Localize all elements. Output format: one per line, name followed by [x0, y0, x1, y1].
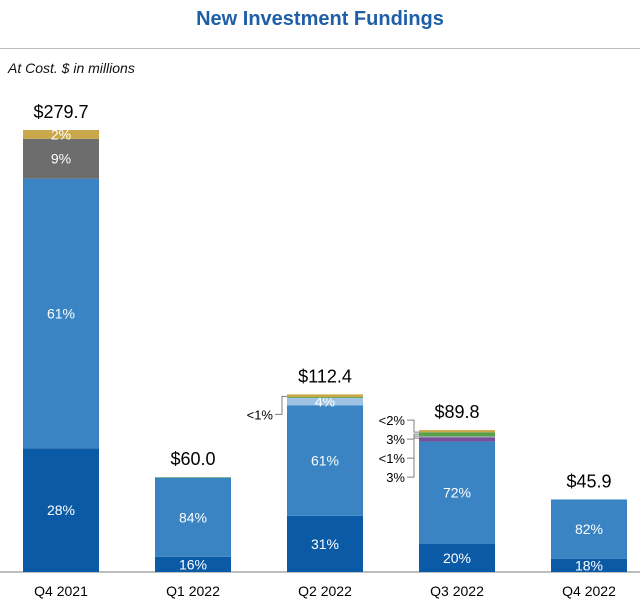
callout-leader-line — [407, 437, 419, 478]
callout-leader-line — [275, 395, 287, 415]
bar-total-label: $45.9 — [566, 471, 611, 491]
x-tick-label: Q2 2022 — [298, 583, 352, 599]
bar-segment — [23, 138, 99, 179]
bar-segment — [155, 477, 231, 478]
bar-segment — [419, 437, 495, 442]
segment-label: 18% — [575, 557, 603, 573]
segment-label: 82% — [575, 521, 603, 537]
chart-subtitle: At Cost. $ in millions — [8, 60, 135, 76]
segment-label: 2% — [51, 126, 71, 142]
x-tick-label: Q1 2022 — [166, 583, 220, 599]
bar-total-label: $89.8 — [434, 402, 479, 422]
callout-label: <2% — [379, 413, 406, 428]
bar-segment — [419, 543, 495, 572]
bar-segment — [287, 397, 363, 399]
bar-segment — [23, 178, 99, 449]
bar-segment — [23, 448, 99, 572]
segment-label: 61% — [311, 453, 339, 469]
bar-segment — [155, 556, 231, 572]
callout-label: <1% — [379, 451, 406, 466]
callout-label: <1% — [247, 407, 274, 422]
bar-segment — [23, 130, 99, 139]
bar-total-label: $60.0 — [170, 449, 215, 469]
bar-total-label: $279.7 — [33, 102, 88, 122]
bar-segment — [419, 430, 495, 433]
segment-label: 84% — [179, 509, 207, 525]
bar-total-label: $112.4 — [298, 366, 352, 386]
x-tick-label: Q3 2022 — [430, 583, 484, 599]
bar-segment — [287, 405, 363, 516]
bar-segment — [287, 515, 363, 572]
callout-label: 3% — [386, 470, 405, 485]
segment-label: 72% — [443, 485, 471, 501]
segment-label: 20% — [443, 550, 471, 566]
segment-label: 28% — [47, 502, 75, 518]
callout-leader-line — [407, 419, 419, 433]
bar-segment — [419, 432, 495, 437]
bar-segment — [287, 394, 363, 398]
segment-label: 9% — [51, 151, 71, 167]
title-divider — [0, 48, 640, 49]
bar-segment — [419, 441, 495, 544]
x-tick-label: Q4 2021 — [34, 583, 88, 599]
callout-label: 3% — [386, 432, 405, 447]
bar-segment — [551, 499, 627, 559]
bar-segment — [419, 436, 495, 438]
segment-label: 61% — [47, 305, 75, 321]
segment-label: 31% — [311, 536, 339, 552]
x-tick-label: Q4 2022 — [562, 583, 616, 599]
bar-segment — [551, 558, 627, 572]
chart-title: New Investment Fundings — [196, 8, 444, 30]
segment-label: 16% — [179, 556, 207, 572]
bar-segment — [155, 477, 231, 557]
bar-segment — [287, 398, 363, 406]
